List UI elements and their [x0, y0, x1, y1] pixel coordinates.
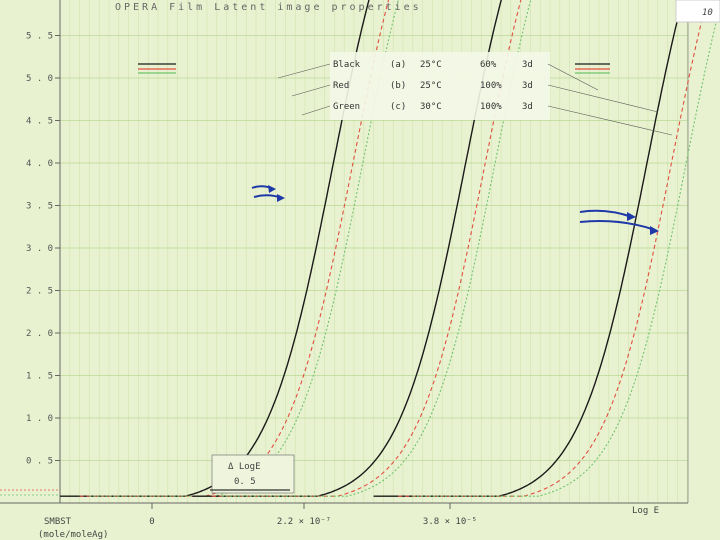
shift-arrow — [579, 220, 656, 231]
arrowhead — [268, 185, 276, 193]
legend-days: 3d — [522, 60, 533, 70]
curve-black-group-2 — [192, 0, 502, 497]
legend-humidity: 60% — [480, 60, 497, 70]
legend-temp: 30°C — [420, 102, 442, 112]
legend-temp: 25°C — [420, 60, 442, 70]
legend-id: (b) — [390, 81, 406, 91]
legend-background — [330, 52, 550, 120]
x-marker-label: 3.8 × 10⁻⁵ — [423, 517, 477, 527]
leader-line — [291, 84, 331, 97]
leader-line — [301, 105, 331, 116]
arrowhead — [277, 194, 285, 202]
legend-temp: 25°C — [420, 81, 442, 91]
leader-line — [277, 63, 331, 79]
y-tick-label: 1 . 5 — [26, 372, 53, 382]
legend-days: 3d — [522, 81, 533, 91]
legend-name: Red — [333, 81, 349, 91]
leader-line — [547, 63, 599, 91]
arrowhead — [650, 226, 659, 235]
y-tick-label: 4 . 5 — [26, 117, 53, 127]
legend-id: (c) — [390, 102, 406, 112]
x-axis-label: Log E — [632, 506, 659, 516]
page-mark-box — [675, 0, 720, 23]
y-tick-label: 5 . 0 — [26, 74, 53, 84]
leader-line — [547, 84, 659, 113]
x-title-line1: SMBST — [44, 517, 72, 527]
delta-value: 0. 5 — [234, 477, 256, 487]
legend-humidity: 100% — [480, 81, 502, 91]
leader-line — [547, 105, 673, 136]
y-tick-label: 3 . 0 — [26, 244, 53, 254]
x-marker-label: 2.2 × 10⁻⁷ — [277, 517, 331, 527]
annotations: Black (a) 25°C 60% 3d Red (b) 25°C 100% 3d Green (c… — [138, 52, 673, 494]
y-tick-label: 5 . 5 — [26, 32, 53, 42]
page-mark: 10 — [702, 8, 713, 18]
chart-title: OPERA Film Latent image properties — [115, 2, 422, 13]
arrowhead — [627, 212, 636, 221]
delta-box — [211, 454, 295, 494]
shift-arrow — [579, 209, 633, 218]
x-marker-label: 0 — [149, 517, 154, 527]
y-tick-label: 2 . 5 — [26, 287, 53, 297]
y-tick-label: 2 . 0 — [26, 329, 53, 339]
labels: 0 . 5 1 . 0 1 . 5 2 . 0 2 . 5 3 . 0 3 . 5 4 . 0… — [26, 0, 720, 540]
curve-red-group-2 — [211, 0, 522, 497]
curve-red-group-1 — [79, 0, 390, 497]
legend-days: 3d — [522, 102, 533, 112]
x-title-line2: (mole/moleAg) — [38, 530, 108, 540]
legend-humidity: 100% — [480, 102, 502, 112]
legend-name: Green — [333, 102, 360, 112]
y-tick-label: 0 . 5 — [26, 457, 53, 467]
y-tick-label: 4 . 0 — [26, 159, 53, 169]
y-tick-label: 1 . 0 — [26, 414, 53, 424]
legend-id: (a) — [390, 60, 406, 70]
delta-label: Δ LogE — [228, 462, 261, 472]
y-tick-label: 3 . 5 — [26, 202, 53, 212]
legend-name: Black — [333, 60, 361, 70]
legend: Black (a) 25°C 60% 3d Red (b) 25°C 100% 3d Green (c… — [330, 52, 550, 120]
